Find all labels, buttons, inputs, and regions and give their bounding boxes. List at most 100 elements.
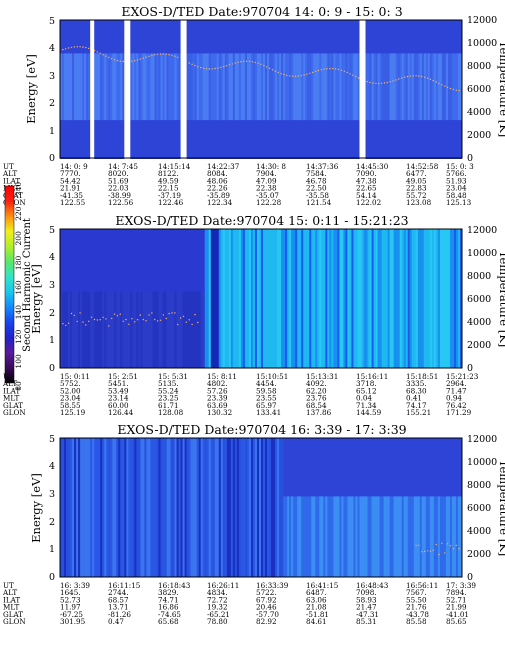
spectrogram-column (401, 229, 405, 368)
spectrogram-column (451, 229, 455, 368)
temperature-point (99, 319, 101, 321)
spectrogram-column (429, 53, 433, 121)
spectrogram-column (86, 291, 89, 369)
table-cell: 82.92 (256, 617, 277, 626)
table-row-label: GLON (3, 617, 26, 626)
spectrogram-column (244, 53, 248, 121)
temperature-point (139, 314, 142, 316)
spectrogram-column (323, 53, 326, 121)
spectrogram-column (78, 438, 81, 577)
spectrogram-column (441, 53, 445, 121)
temperature-point (240, 61, 242, 63)
table-cell: 71.47 (446, 386, 467, 395)
table-cell: 21.91 (60, 184, 81, 193)
table-cell: 4454. (256, 379, 277, 388)
spectrogram-column (353, 229, 356, 368)
spectrogram-column (242, 438, 246, 577)
table-cell: 133.41 (256, 408, 281, 417)
spectrogram-column (76, 53, 79, 121)
temperature-point (171, 54, 173, 57)
temperature-point (291, 75, 294, 77)
temperature-point (136, 319, 139, 321)
spectrogram-column (150, 438, 153, 577)
table-cell: 5752. (60, 379, 81, 388)
spectrogram-column (130, 438, 133, 577)
spectrogram-column (279, 438, 282, 577)
table-cell: 23.25 (158, 394, 179, 403)
temperature-point (168, 312, 170, 315)
table-cell: 14:22:37 (207, 162, 240, 171)
spectrogram-column (401, 53, 405, 121)
temperature-point (159, 319, 162, 321)
colorbar-tick: 80 (14, 381, 23, 391)
spectrogram-column (293, 229, 296, 368)
spectrogram-column (164, 291, 167, 369)
colorbar-gradient (4, 185, 15, 384)
spectrogram-column (299, 53, 302, 121)
temperature-point (346, 71, 348, 74)
table-cell: -35.07 (256, 191, 279, 200)
spectrogram-column (417, 53, 421, 121)
spectrogram-column (116, 291, 119, 369)
table-cell: 7090. (356, 169, 377, 178)
spectrogram-column (353, 53, 356, 121)
spectrogram-column (164, 438, 167, 577)
panel-1-table: UTALTILATMLTGLATGLON14: 0: 97770.54.4221… (2, 162, 474, 207)
panel-1-title: EXOS-D/TED Date:970704 14: 0: 9 - 15: 0:… (121, 4, 402, 19)
temperature-point (162, 53, 165, 55)
panel-1-yticks: 0 1 2 3 4 5 (49, 16, 55, 164)
table-cell: 62.20 (306, 386, 327, 395)
table-cell: 19.32 (207, 603, 228, 612)
spectrogram-column (309, 229, 312, 368)
spectrogram-column (283, 53, 286, 121)
spectrogram-column (343, 53, 346, 121)
spectrogram-column (435, 53, 439, 121)
spectrogram-column (411, 229, 415, 368)
spectrogram-column (273, 53, 276, 121)
spectrogram-column (134, 291, 137, 369)
spectrogram-column (439, 53, 443, 121)
spectrogram-column (351, 53, 354, 121)
spectrogram-column (287, 496, 290, 577)
spectrogram-column (236, 53, 240, 121)
temperature-point (444, 85, 446, 87)
spectrogram-column (271, 53, 274, 121)
spectrogram-column (425, 53, 429, 121)
spectrogram-column (395, 496, 398, 577)
table-cell: 7770. (60, 169, 81, 178)
spectrogram-column (383, 53, 386, 121)
spectrogram-column (120, 438, 123, 577)
table-cell: 76.42 (446, 401, 467, 410)
table-cell: 8020. (108, 169, 129, 178)
spectrogram-column (94, 291, 97, 369)
spectrogram-column (184, 291, 187, 369)
spectrogram-column (216, 53, 220, 121)
spectrogram-column (232, 438, 236, 577)
spectrogram-column (136, 53, 139, 121)
spectrogram-column (138, 291, 141, 369)
spectrogram-column (90, 291, 93, 369)
table-row-label: GLAT (3, 610, 23, 619)
temperature-point (90, 316, 93, 318)
spectrogram-column (263, 53, 266, 121)
panel-1-y2tick-5: 10000 (467, 38, 497, 49)
spectrogram-column (411, 53, 415, 121)
spectrogram-column (200, 438, 204, 577)
panel-2-y2tick-1: 2000 (467, 340, 491, 351)
temperature-point (185, 321, 187, 323)
spectrogram-column (238, 229, 242, 368)
temperature-point (444, 552, 446, 554)
spectrogram-column (226, 53, 230, 121)
spectrogram-column (349, 53, 352, 121)
table-cell: 61.71 (158, 401, 179, 410)
spectrogram-column (289, 496, 292, 577)
spectrogram-column (359, 229, 362, 368)
spectrogram-column (323, 229, 326, 368)
panel-3-title: EXOS-D/TED Date:970704 16: 3:39 - 17: 3:… (117, 422, 406, 437)
spectrogram-column (435, 496, 439, 577)
spectrogram-column (224, 53, 228, 121)
spectrogram-column (240, 229, 244, 368)
temperature-point (415, 75, 417, 77)
panel-2-ylabel: Energy [eV] (29, 264, 43, 334)
